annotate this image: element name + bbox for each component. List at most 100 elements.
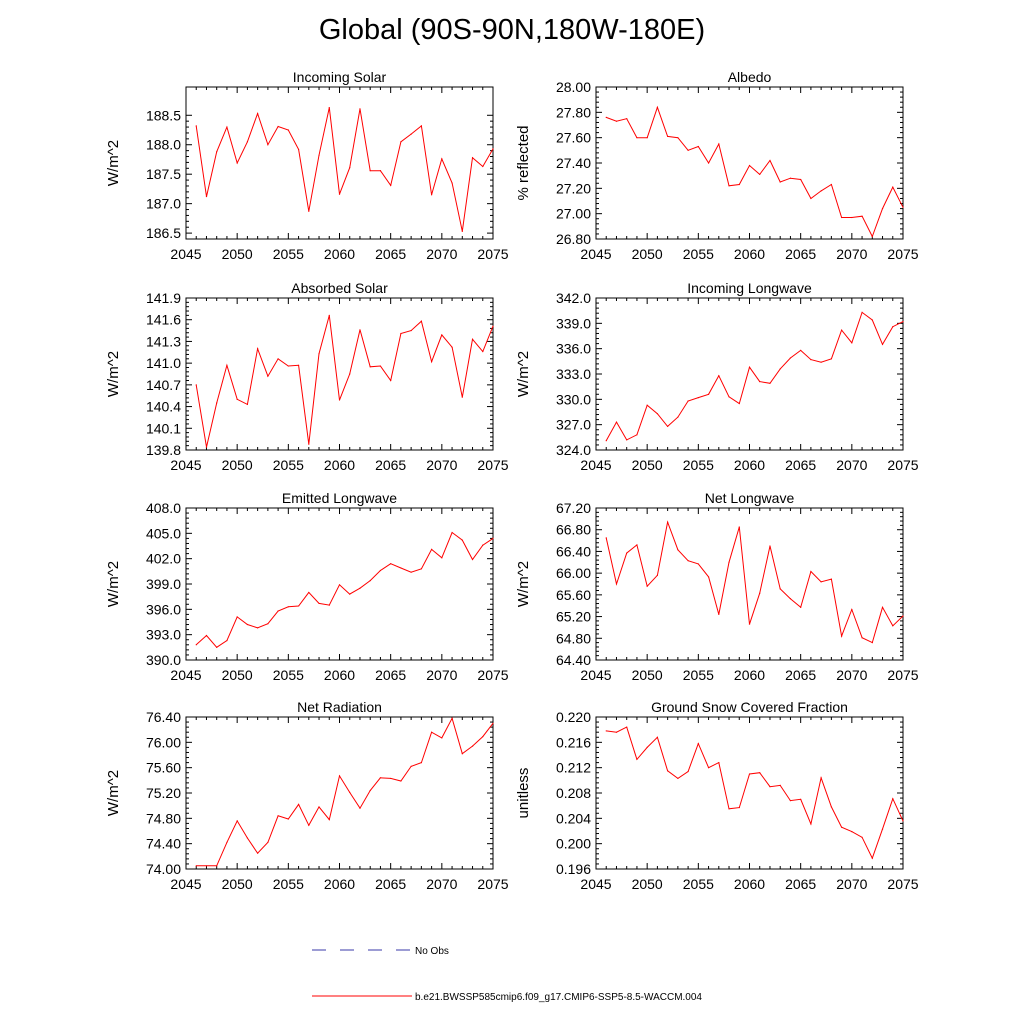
data-point [257, 348, 259, 350]
data-point [492, 537, 494, 540]
data-point [615, 583, 618, 585]
data-point [605, 440, 607, 442]
y-tick-label: 76.00 [146, 734, 181, 750]
data-point [656, 413, 659, 415]
data-point [605, 730, 607, 732]
data-point [697, 145, 699, 148]
x-tick-label: 2075 [477, 667, 508, 683]
data-point [461, 396, 463, 398]
legend-obs: No Obs [312, 946, 449, 957]
x-tick-label: 2055 [683, 667, 714, 683]
x-tick-label: 2060 [324, 246, 355, 262]
data-point [359, 329, 361, 331]
data-point [349, 167, 351, 169]
data-point [205, 446, 208, 448]
data-point [205, 634, 208, 637]
data-point [748, 164, 751, 167]
data-point [451, 182, 453, 184]
x-tick-label: 2075 [887, 457, 918, 473]
data-point [216, 151, 218, 153]
data-point [379, 777, 382, 779]
data-point [759, 772, 761, 774]
data-point [851, 342, 853, 344]
x-tick-label: 2055 [683, 876, 714, 892]
y-tick-label: 0.220 [556, 709, 591, 725]
data-point [359, 108, 361, 110]
x-tick-label: 2050 [632, 876, 663, 892]
x-tick-label: 2055 [273, 667, 304, 683]
x-tick-label: 2050 [632, 457, 663, 473]
data-point [338, 399, 341, 401]
panel-frame [595, 297, 904, 451]
y-tick-label: 141.0 [146, 355, 181, 371]
panel-frame [185, 507, 494, 661]
x-tick-label: 2045 [170, 457, 201, 473]
x-tick-label: 2070 [836, 876, 867, 892]
data-point [779, 181, 781, 183]
data-point [861, 637, 863, 639]
y-tick-label: 65.20 [556, 609, 591, 625]
data-point [451, 346, 453, 348]
y-tick-label: 336.0 [556, 341, 591, 357]
data-point [605, 537, 607, 539]
y-tick-label: 28.00 [556, 79, 591, 95]
data-point [646, 585, 648, 587]
data-point [471, 558, 474, 561]
data-point [871, 319, 873, 321]
x-tick-label: 2060 [734, 457, 765, 473]
y-tick-label: 64.80 [556, 630, 591, 646]
y-tick-label: 0.196 [556, 861, 591, 877]
y-tick-label: 188.5 [146, 107, 181, 123]
data-point [226, 841, 228, 844]
y-tick-label: 186.5 [146, 225, 181, 241]
y-tick-label: 26.80 [556, 231, 591, 247]
data-point [667, 770, 669, 772]
data-point [277, 815, 279, 817]
panel-7: Net Radiation W/m^2 2045 2050 2055 2060 2065 20… [105, 699, 509, 892]
y-tick-label: 402.0 [146, 551, 181, 567]
data-point [349, 791, 351, 793]
data-point [789, 800, 792, 802]
x-tick-label: 2065 [375, 246, 406, 262]
series-line [195, 531, 494, 648]
y-tick-label: 0.208 [556, 785, 591, 801]
x-tick-label: 2045 [170, 876, 201, 892]
data-point [400, 141, 402, 143]
legend-model: b.e21.BWSSP585cmip6.f09_g17.CMIP6-SSP5-8… [312, 992, 702, 1003]
data-point [667, 135, 669, 137]
data-point [707, 576, 710, 578]
series-line [606, 726, 904, 860]
panel-title: Albedo [728, 69, 772, 85]
data-point [738, 806, 740, 809]
x-tick-label: 2055 [683, 246, 714, 262]
data-point [646, 137, 648, 139]
panel-title: Incoming Longwave [687, 280, 812, 296]
data-point [677, 137, 679, 139]
data-point [308, 443, 310, 445]
data-point [902, 321, 904, 323]
data-point [677, 777, 679, 780]
y-tick-label: 0.212 [556, 760, 591, 776]
y-tick-label: 188.0 [146, 137, 181, 153]
data-point [461, 539, 463, 541]
data-point [369, 789, 371, 792]
data-point [390, 184, 392, 186]
data-point [779, 368, 781, 370]
panel-title: Absorbed Solar [291, 280, 388, 296]
data-point [687, 560, 689, 562]
data-point [892, 326, 894, 328]
data-point [636, 758, 638, 761]
data-point [718, 143, 720, 145]
data-point [431, 548, 433, 550]
data-point [636, 544, 638, 546]
x-tick-label: 2045 [580, 876, 611, 892]
y-tick-label: 140.7 [146, 377, 181, 393]
data-point [287, 365, 289, 367]
y-axis-label: % reflected [515, 125, 532, 200]
data-point [338, 193, 341, 195]
y-tick-label: 64.40 [556, 652, 591, 668]
series-line [196, 716, 494, 867]
y-tick-label: 141.6 [146, 312, 181, 328]
data-point [359, 587, 361, 589]
data-point [441, 737, 443, 739]
